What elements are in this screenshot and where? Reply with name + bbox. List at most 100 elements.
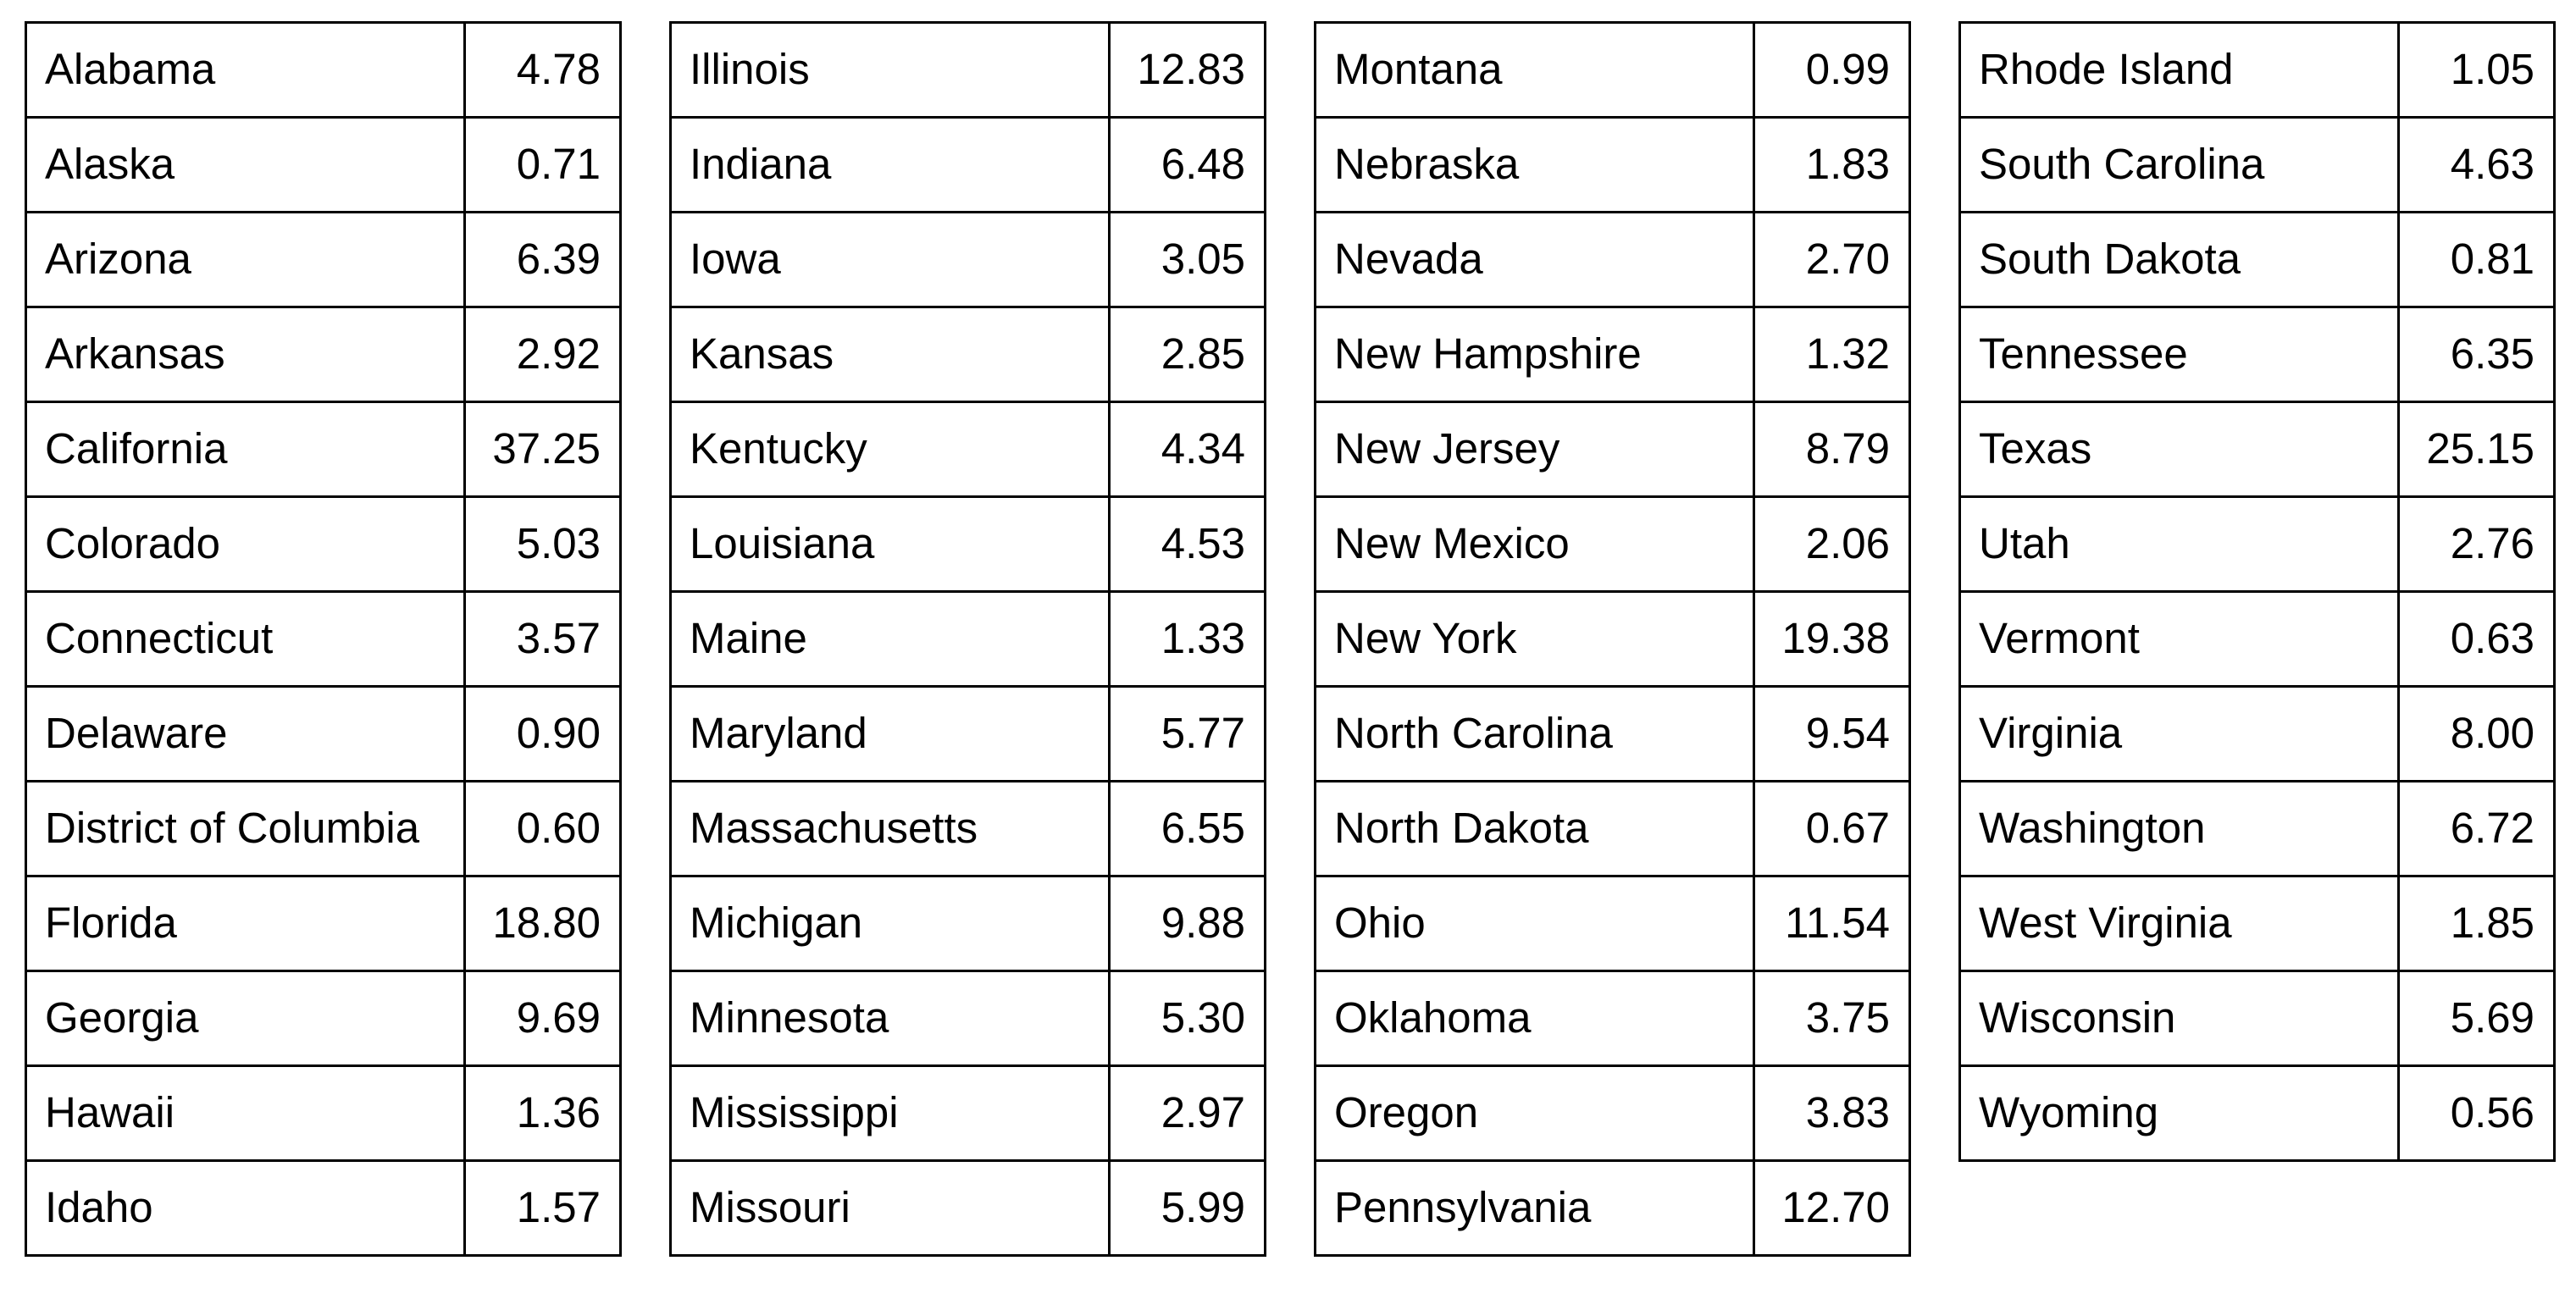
- table-row: Maryland 5.77: [669, 685, 1266, 782]
- table-row: Washington 6.72: [1958, 780, 2556, 877]
- table-body: Illinois 12.83 Indiana 6.48 Iowa 3.05 Kansas 2.…: [669, 21, 1266, 1257]
- state-name-cell: Wisconsin: [1958, 970, 2400, 1067]
- table-row: Illinois 12.83: [669, 21, 1266, 119]
- state-name-cell: Louisiana: [669, 495, 1111, 593]
- state-value-cell: 25.15: [2397, 401, 2556, 498]
- table-row: South Carolina 4.63: [1958, 116, 2556, 213]
- state-name-cell: Iowa: [669, 211, 1111, 308]
- table-row: Indiana 6.48: [669, 116, 1266, 213]
- state-value-cell: 1.33: [1108, 590, 1266, 688]
- table-row: Oklahoma 3.75: [1314, 970, 1911, 1067]
- state-value-cell: 5.77: [1108, 685, 1266, 782]
- state-value-cell: 12.70: [1753, 1159, 1911, 1257]
- state-name-cell: Nebraska: [1314, 116, 1755, 213]
- table-row: Connecticut 3.57: [25, 590, 622, 688]
- table-body: Alabama 4.78 Alaska 0.71 Arizona 6.39 Arkansas…: [25, 21, 622, 1257]
- state-value-cell: 0.81: [2397, 211, 2556, 308]
- state-name-cell: New Hampshire: [1314, 306, 1755, 403]
- state-table-rhodeisland-wyoming: Rhode Island 1.05 South Carolina 4.63 South …: [1958, 21, 2556, 1162]
- state-name-cell: Pennsylvania: [1314, 1159, 1755, 1257]
- table-row: Missouri 5.99: [669, 1159, 1266, 1257]
- state-name-cell: South Dakota: [1958, 211, 2400, 308]
- table-row: Wisconsin 5.69: [1958, 970, 2556, 1067]
- state-value-cell: 1.36: [463, 1064, 622, 1162]
- table-row: Massachusetts 6.55: [669, 780, 1266, 877]
- state-name-cell: California: [25, 401, 466, 498]
- state-value-cell: 5.99: [1108, 1159, 1266, 1257]
- state-value-cell: 0.90: [463, 685, 622, 782]
- state-name-cell: Kentucky: [669, 401, 1111, 498]
- table-row: South Dakota 0.81: [1958, 211, 2556, 308]
- state-value-cell: 1.32: [1753, 306, 1911, 403]
- state-value-cell: 12.83: [1108, 21, 1266, 119]
- state-table-illinois-missouri: Illinois 12.83 Indiana 6.48 Iowa 3.05 Kansas 2.…: [669, 21, 1266, 1257]
- state-value-cell: 3.75: [1753, 970, 1911, 1067]
- state-name-cell: Rhode Island: [1958, 21, 2400, 119]
- state-value-cell: 9.69: [463, 970, 622, 1067]
- state-name-cell: Kansas: [669, 306, 1111, 403]
- state-value-cell: 1.05: [2397, 21, 2556, 119]
- state-name-cell: Tennessee: [1958, 306, 2400, 403]
- state-name-cell: Ohio: [1314, 875, 1755, 972]
- state-value-cell: 0.67: [1753, 780, 1911, 877]
- state-name-cell: Maine: [669, 590, 1111, 688]
- table-row: New Jersey 8.79: [1314, 401, 1911, 498]
- state-value-cell: 9.88: [1108, 875, 1266, 972]
- table-row: North Carolina 9.54: [1314, 685, 1911, 782]
- table-row: Montana 0.99: [1314, 21, 1911, 119]
- state-name-cell: Alabama: [25, 21, 466, 119]
- state-value-cell: 2.06: [1753, 495, 1911, 593]
- state-value-cell: 1.85: [2397, 875, 2556, 972]
- state-table-montana-pennsylvania: Montana 0.99 Nebraska 1.83 Nevada 2.70 New Ham…: [1314, 21, 1911, 1257]
- table-row: California 37.25: [25, 401, 622, 498]
- table-row: Texas 25.15: [1958, 401, 2556, 498]
- table-body: Montana 0.99 Nebraska 1.83 Nevada 2.70 New Ham…: [1314, 21, 1911, 1257]
- state-name-cell: Hawaii: [25, 1064, 466, 1162]
- state-name-cell: Maryland: [669, 685, 1111, 782]
- state-name-cell: New Mexico: [1314, 495, 1755, 593]
- state-value-cell: 4.53: [1108, 495, 1266, 593]
- state-value-cell: 6.39: [463, 211, 622, 308]
- state-name-cell: Indiana: [669, 116, 1111, 213]
- state-name-cell: Georgia: [25, 970, 466, 1067]
- state-value-cell: 0.56: [2397, 1064, 2556, 1162]
- state-name-cell: South Carolina: [1958, 116, 2400, 213]
- state-value-cell: 2.97: [1108, 1064, 1266, 1162]
- state-value-cell: 6.55: [1108, 780, 1266, 877]
- state-name-cell: Virginia: [1958, 685, 2400, 782]
- table-row: Florida 18.80: [25, 875, 622, 972]
- state-name-cell: Oregon: [1314, 1064, 1755, 1162]
- state-name-cell: North Carolina: [1314, 685, 1755, 782]
- state-value-cell: 6.35: [2397, 306, 2556, 403]
- state-value-cell: 37.25: [463, 401, 622, 498]
- table-row: Arizona 6.39: [25, 211, 622, 308]
- state-name-cell: Connecticut: [25, 590, 466, 688]
- state-value-cell: 4.78: [463, 21, 622, 119]
- table-row: Alaska 0.71: [25, 116, 622, 213]
- state-name-cell: Delaware: [25, 685, 466, 782]
- table-row: Ohio 11.54: [1314, 875, 1911, 972]
- state-name-cell: Michigan: [669, 875, 1111, 972]
- table-row: New York 19.38: [1314, 590, 1911, 688]
- state-name-cell: New York: [1314, 590, 1755, 688]
- state-value-cell: 5.30: [1108, 970, 1266, 1067]
- state-name-cell: West Virginia: [1958, 875, 2400, 972]
- table-row: Wyoming 0.56: [1958, 1064, 2556, 1162]
- table-row: Rhode Island 1.05: [1958, 21, 2556, 119]
- state-name-cell: Vermont: [1958, 590, 2400, 688]
- table-row: Maine 1.33: [669, 590, 1266, 688]
- state-name-cell: Illinois: [669, 21, 1111, 119]
- state-value-cell: 18.80: [463, 875, 622, 972]
- state-name-cell: Idaho: [25, 1159, 466, 1257]
- state-name-cell: Massachusetts: [669, 780, 1111, 877]
- table-row: Delaware 0.90: [25, 685, 622, 782]
- state-value-cell: 0.63: [2397, 590, 2556, 688]
- table-row: District of Columbia 0.60: [25, 780, 622, 877]
- table-row: Hawaii 1.36: [25, 1064, 622, 1162]
- state-value-cell: 6.72: [2397, 780, 2556, 877]
- state-value-cell: 3.83: [1753, 1064, 1911, 1162]
- state-value-cell: 11.54: [1753, 875, 1911, 972]
- table-body: Rhode Island 1.05 South Carolina 4.63 South …: [1958, 21, 2556, 1162]
- state-value-cell: 8.00: [2397, 685, 2556, 782]
- state-value-cell: 1.57: [463, 1159, 622, 1257]
